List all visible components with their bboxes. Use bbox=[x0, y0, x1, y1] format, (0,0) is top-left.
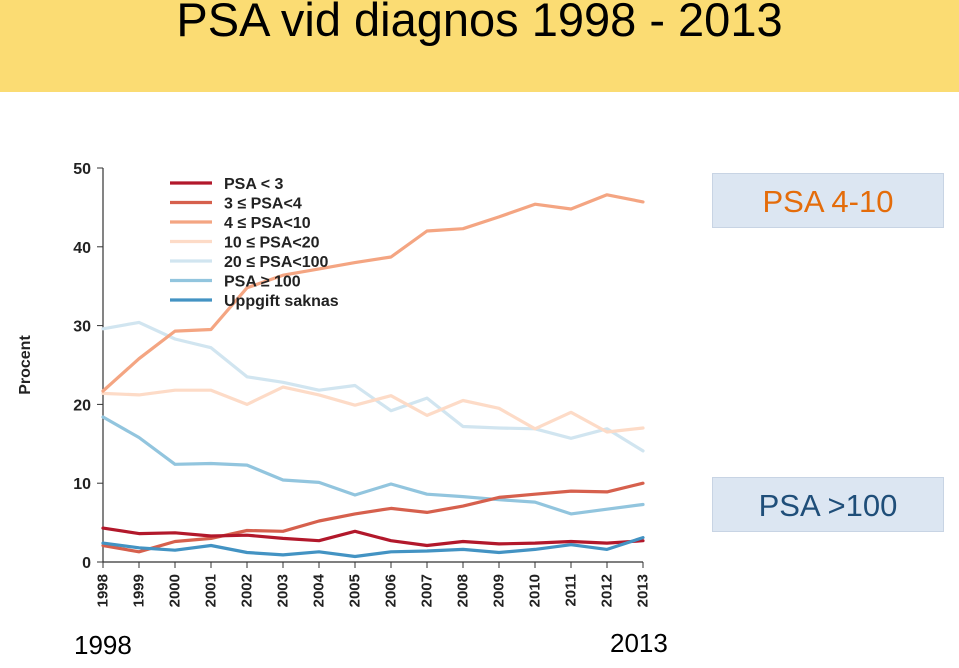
x-tick-label: 2012 bbox=[599, 574, 616, 607]
x-tick-label: 2008 bbox=[455, 574, 472, 607]
legend-label: 3 ≤ PSA<4 bbox=[224, 196, 302, 213]
chart-panel: 0 10 20 30 40 50 Procent 1998 1999 2000 2001 2002 20… bbox=[0, 113, 715, 663]
series-line bbox=[101, 415, 645, 516]
page-title: PSA vid diagnos 1998 - 2013 bbox=[176, 0, 783, 46]
series-line bbox=[101, 536, 645, 559]
x-tick-label: 2007 bbox=[419, 574, 436, 607]
series-line bbox=[101, 193, 645, 393]
x-tick-label: 2003 bbox=[275, 574, 292, 607]
legend-label: PSA ≥ 100 bbox=[224, 274, 301, 291]
series-line bbox=[101, 481, 645, 554]
x-tick-label: 2006 bbox=[383, 574, 400, 607]
legend-label: PSA < 3 bbox=[224, 176, 284, 193]
y-tick-label: 30 bbox=[73, 319, 91, 336]
y-tick-label: 50 bbox=[73, 161, 91, 178]
x-tick-label: 2009 bbox=[491, 574, 508, 607]
callout-psa-4-10: PSA 4-10 bbox=[712, 173, 944, 228]
x-tick-label: 2013 bbox=[635, 574, 652, 607]
x-tick-label: 2002 bbox=[239, 574, 256, 607]
y-axis-title: Procent bbox=[17, 335, 34, 395]
x-tick-label: 2010 bbox=[527, 574, 544, 607]
x-tick-label: 1998 bbox=[95, 574, 112, 607]
x-tick-label: 1999 bbox=[131, 574, 148, 607]
x-tick-label: 2004 bbox=[311, 573, 328, 607]
legend-label: Uppgift saknas bbox=[224, 293, 339, 310]
x-tick-label: 2011 bbox=[563, 574, 580, 607]
x-tick-label: 2000 bbox=[167, 574, 184, 607]
series-line bbox=[101, 526, 645, 548]
y-tick-label: 40 bbox=[73, 240, 91, 257]
y-tick-label: 10 bbox=[73, 476, 91, 493]
title-banner: PSA vid diagnos 1998 - 2013 bbox=[0, 0, 959, 92]
legend-label: 4 ≤ PSA<10 bbox=[224, 215, 311, 232]
year-label-start: 1998 bbox=[74, 630, 132, 660]
year-label-end: 2013 bbox=[610, 628, 668, 658]
series-line bbox=[101, 320, 645, 453]
callout-psa-over-100: PSA >100 bbox=[712, 477, 944, 532]
x-tick-label: 2001 bbox=[203, 574, 220, 607]
x-tick-label: 2005 bbox=[347, 574, 364, 607]
y-tick-label: 0 bbox=[82, 555, 91, 572]
series-line bbox=[101, 385, 645, 434]
y-tick-label: 20 bbox=[73, 397, 91, 414]
legend-label: 10 ≤ PSA<20 bbox=[224, 235, 320, 252]
legend-label: 20 ≤ PSA<100 bbox=[224, 254, 329, 271]
line-chart: 0 10 20 30 40 50 Procent 1998 1999 2000 2001 2002 20… bbox=[17, 161, 652, 607]
